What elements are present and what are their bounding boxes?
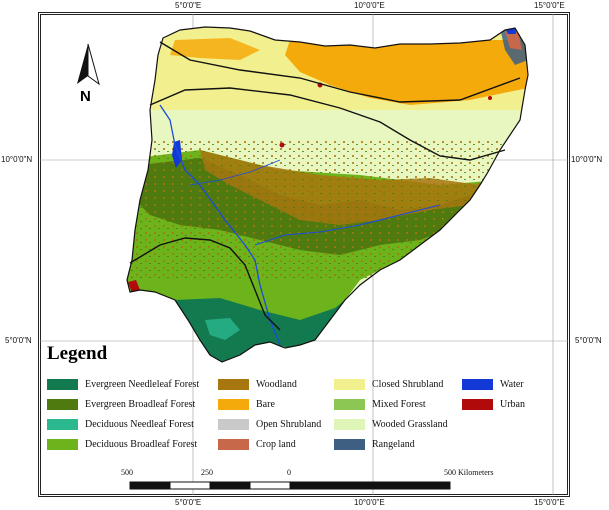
benue-river [254,204,441,246]
legend-swatch [462,398,493,410]
legend-item-wooded-grassland: Wooded Grassland [334,418,448,430]
kainji-reservoir [172,140,182,168]
kaduna-river [189,159,281,186]
crop-patch-ne [505,30,522,50]
legend-swatch [218,378,249,390]
legend-item-deciduous-needleaf: Deciduous Needleaf Forest [47,418,194,430]
legend-item-bare: Bare [218,398,275,410]
left-label-5n: 5°0'0"N [5,336,32,345]
legend-swatch [47,418,78,430]
legend-item-mixed-forest: Mixed Forest [334,398,426,410]
legend-label: Evergreen Needleleaf Forest [85,378,200,390]
north-label: N [80,88,91,105]
legend-swatch [47,438,78,450]
legend-label: Wooded Grassland [372,418,448,430]
legend-item-urban: Urban [462,398,525,410]
niger-river [159,104,281,346]
needleleaf-south [175,298,345,362]
legend-title: Legend [47,343,108,364]
bottom-label-5e: 5°0'0"E [175,498,202,507]
legend-swatch [218,438,249,450]
legend-label: Rangeland [372,438,415,450]
legend-swatch [47,378,78,390]
legend-item-water: Water [462,378,524,390]
top-label-10e: 10°0'0"E [354,1,385,10]
outer-frame [38,12,570,497]
legend-swatch [334,378,365,390]
legend-item-evergreen-broadleaf: Evergreen Broadleaf Forest [47,398,195,410]
legend-item-evergreen-needleleaf: Evergreen Needleleaf Forest [47,378,199,390]
legend-label: Open Shrubland [256,418,322,430]
legend-swatch [47,398,78,410]
right-label-10n: 10°0'0"N [571,155,603,164]
legend-swatch [334,438,365,450]
legend-label: Mixed Forest [372,398,426,410]
legend-swatch [218,398,249,410]
legend-label: Urban [500,398,525,410]
top-label-5e: 5°0'0"E [175,1,202,10]
legend-item-closed-shrubland: Closed Shrubland [334,378,443,390]
deciduous-needle-specks [205,318,240,340]
legend-swatch [462,378,493,390]
legend-label: Water [500,378,524,390]
legend-item-open-shrubland: Open Shrubland [218,418,321,430]
legend-label: Woodland [256,378,297,390]
legend-label: Bare [256,398,275,410]
legend-label: Deciduous Needleaf Forest [85,418,194,430]
legend-item-woodland: Woodland [218,378,297,390]
bare-region [285,40,528,105]
urban-lagos [128,280,140,293]
left-label-10n: 10°0'0"N [1,155,33,164]
legend-label: Closed Shrubland [372,378,444,390]
legend-label: Crop land [256,438,296,450]
scale-label-500-left: 500 [121,468,133,477]
legend-label: Evergreen Broadleaf Forest [85,398,196,410]
right-label-5n: 5°0'0"N [575,336,602,345]
urban-abuja [279,142,285,148]
bottom-label-10e: 10°0'0"E [354,498,385,507]
bottom-label-15e: 15°0'0"E [534,498,565,507]
land-cover-map [127,27,528,362]
scale-bar [129,481,451,490]
scale-label-500-km: 500 Kilometers [444,468,494,477]
scale-label-250: 250 [201,468,213,477]
woodland-speckle [127,140,528,280]
inner-frame [40,14,568,495]
legend-item-rangeland: Rangeland [334,438,415,450]
north-arrow-icon [77,43,100,86]
bare-patch-west [170,38,260,60]
legend-label: Deciduous Broadleaf Forest [85,438,198,450]
legend-swatch [334,398,365,410]
legend-swatch [218,418,249,430]
legend-item-crop-land: Crop land [218,438,296,450]
urban-maiduguri [488,96,492,100]
top-label-15e: 15°0'0"E [534,1,565,10]
legend-swatch [334,418,365,430]
legend-item-deciduous-broadleaf: Deciduous Broadleaf Forest [47,438,197,450]
zone-boundaries [129,41,521,331]
scale-label-0: 0 [287,468,291,477]
